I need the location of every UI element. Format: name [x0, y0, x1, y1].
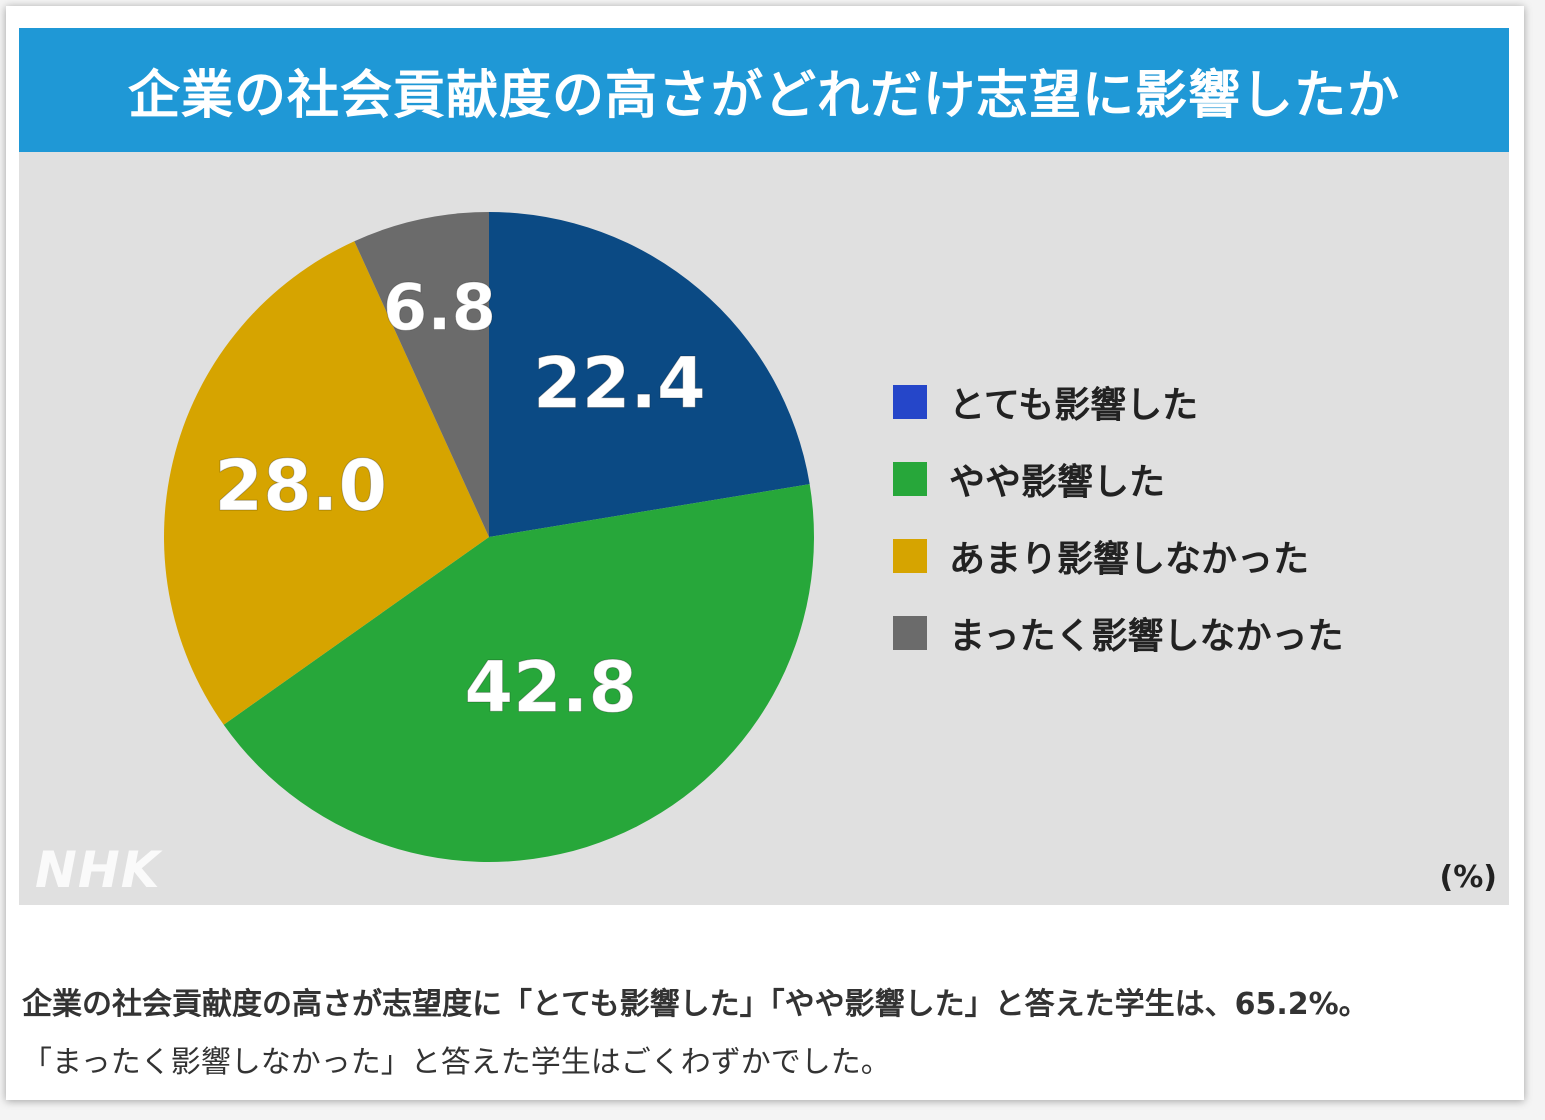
legend-item-little: あまり影響しなかった	[893, 536, 1344, 580]
chart-panel: 22.4 42.8 28.0 6.8 とても影響した やや影響した あまり影響しなかっ…	[19, 152, 1509, 905]
unit-label: (%)	[1439, 860, 1497, 895]
article-card: 企業の社会貢献度の高さがどれだけ志望に影響したか 22.4 42.8 28.0 6.8…	[6, 6, 1524, 1100]
caption: 企業の社会貢献度の高さが志望度に「とても影響した」「やや影響した」と答えた学生は…	[22, 976, 1517, 1092]
pie-slice	[354, 212, 489, 537]
chart-title: 企業の社会貢献度の高さがどれだけ志望に影響したか	[127, 65, 1400, 126]
caption-line-2: 「まったく影響しなかった」と答えた学生はごくわずかでした。	[22, 1045, 891, 1080]
pie-slice	[223, 484, 814, 862]
title-bar: 企業の社会貢献度の高さがどれだけ志望に影響したか	[19, 28, 1509, 152]
caption-line-1: 企業の社会貢献度の高さが志望度に「とても影響した」「やや影響した」と答えた学生は…	[22, 987, 1369, 1022]
legend-label: とても影響した	[949, 385, 1199, 426]
legend-item-somewhat: やや影響した	[893, 459, 1344, 503]
legend-swatch	[893, 616, 927, 650]
legend-item-strong: とても影響した	[893, 382, 1344, 426]
pie-chart: 22.4 42.8 28.0 6.8	[163, 212, 814, 862]
pie-slice	[489, 212, 810, 537]
slice-value-label: 42.8	[464, 646, 637, 728]
legend-swatch	[893, 385, 927, 419]
legend-label: まったく影響しなかった	[949, 616, 1344, 657]
slice-value-label: 22.4	[533, 342, 706, 424]
slice-value-label: 28.0	[214, 445, 387, 527]
legend-swatch	[893, 462, 927, 496]
pie-slice	[163, 241, 489, 725]
legend-item-none: まったく影響しなかった	[893, 613, 1344, 657]
nhk-logo: NHK	[35, 841, 161, 899]
legend-label: やや影響した	[949, 462, 1166, 503]
legend-label: あまり影響しなかった	[949, 539, 1310, 580]
slice-value-label: 6.8	[383, 271, 496, 345]
legend-swatch	[893, 539, 927, 573]
legend: とても影響した やや影響した あまり影響しなかった まったく影響しなかった	[893, 382, 1344, 690]
